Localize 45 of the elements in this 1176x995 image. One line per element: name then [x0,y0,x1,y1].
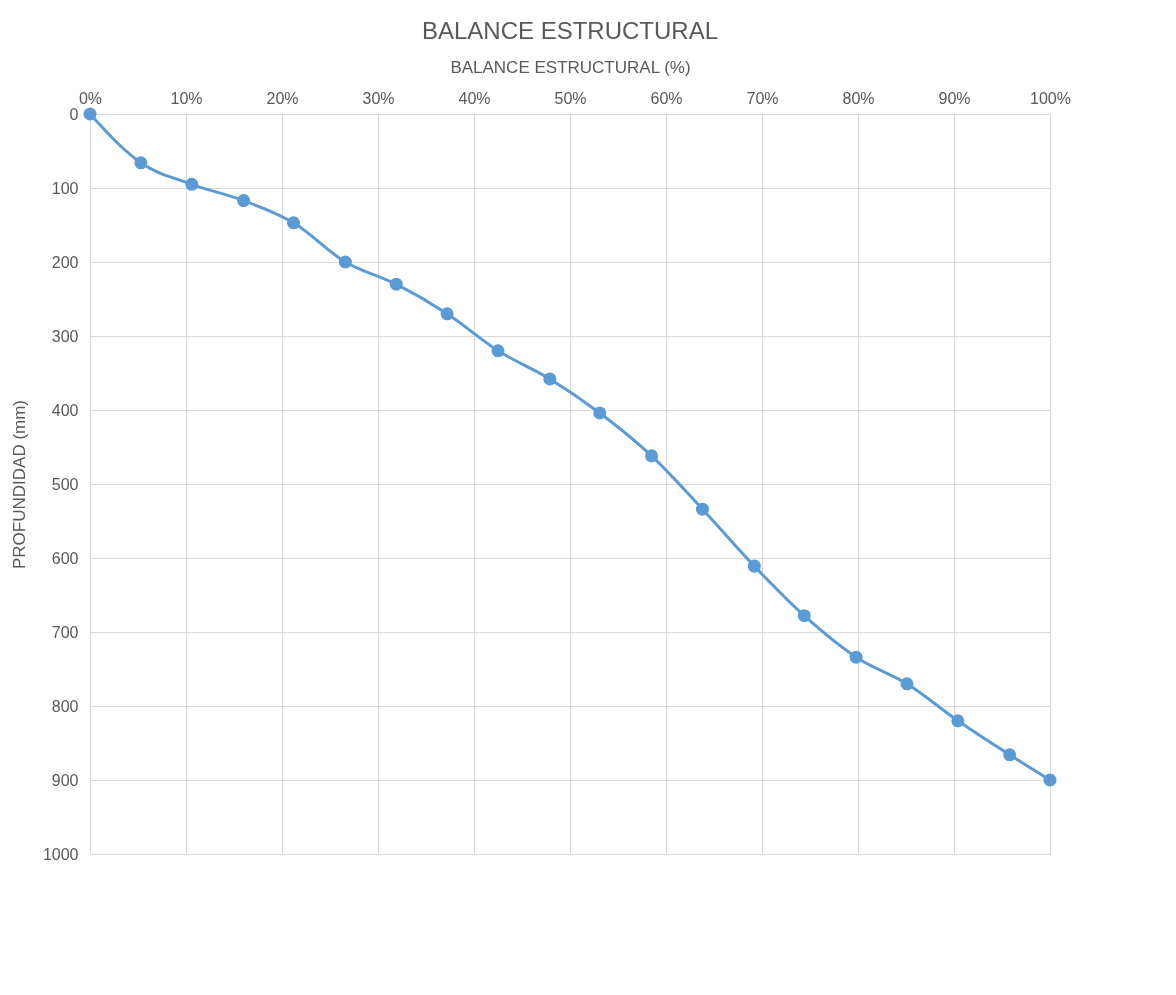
point [287,216,301,230]
y-tick-label: 700 [51,623,79,641]
point [389,277,403,291]
point [1043,773,1057,787]
y-tick-label: 200 [51,253,79,271]
x-tick-label: 40% [458,89,491,107]
point [543,372,557,386]
y-tick-label: 300 [51,327,79,345]
chart-title: BALANCE ESTRUCTURAL [421,17,719,44]
point [185,177,199,191]
point [645,449,659,463]
x-tick-label: 30% [362,89,395,107]
point [440,307,454,321]
point [951,714,965,728]
point [491,344,505,358]
x-tick-label: 20% [266,89,299,107]
y-tick-label: 800 [51,697,79,715]
point [83,107,97,121]
x-axis-title: BALANCE ESTRUCTURAL (%) [450,57,691,77]
x-tick-label: 10% [170,89,203,107]
x-tick-label: 70% [746,89,779,107]
point [849,650,863,664]
y-tick-label: 1000 [42,845,79,863]
point [134,156,148,170]
point [1003,748,1017,762]
point [747,559,761,573]
y-tick-label: 500 [51,475,79,493]
point [237,194,251,208]
x-tick-label: 100% [1030,89,1071,107]
y-tick-label: 600 [51,549,79,567]
x-tick-label: 80% [842,89,875,107]
y-tick-label: 0 [69,105,79,123]
y-tick-label: 100 [51,179,79,197]
point [900,677,914,691]
point [338,255,352,269]
x-tick-label: 60% [650,89,683,107]
y-tick-label: 900 [51,771,79,789]
point [695,502,709,516]
y-axis-title: PROFUNDIDAD (mm) [9,399,29,570]
point [797,609,811,623]
y-tick-label: 400 [51,401,79,419]
x-tick-label: 0% [78,89,103,107]
x-tick-label: 90% [938,89,971,107]
x-tick-label: 50% [554,89,587,107]
point [593,406,607,420]
